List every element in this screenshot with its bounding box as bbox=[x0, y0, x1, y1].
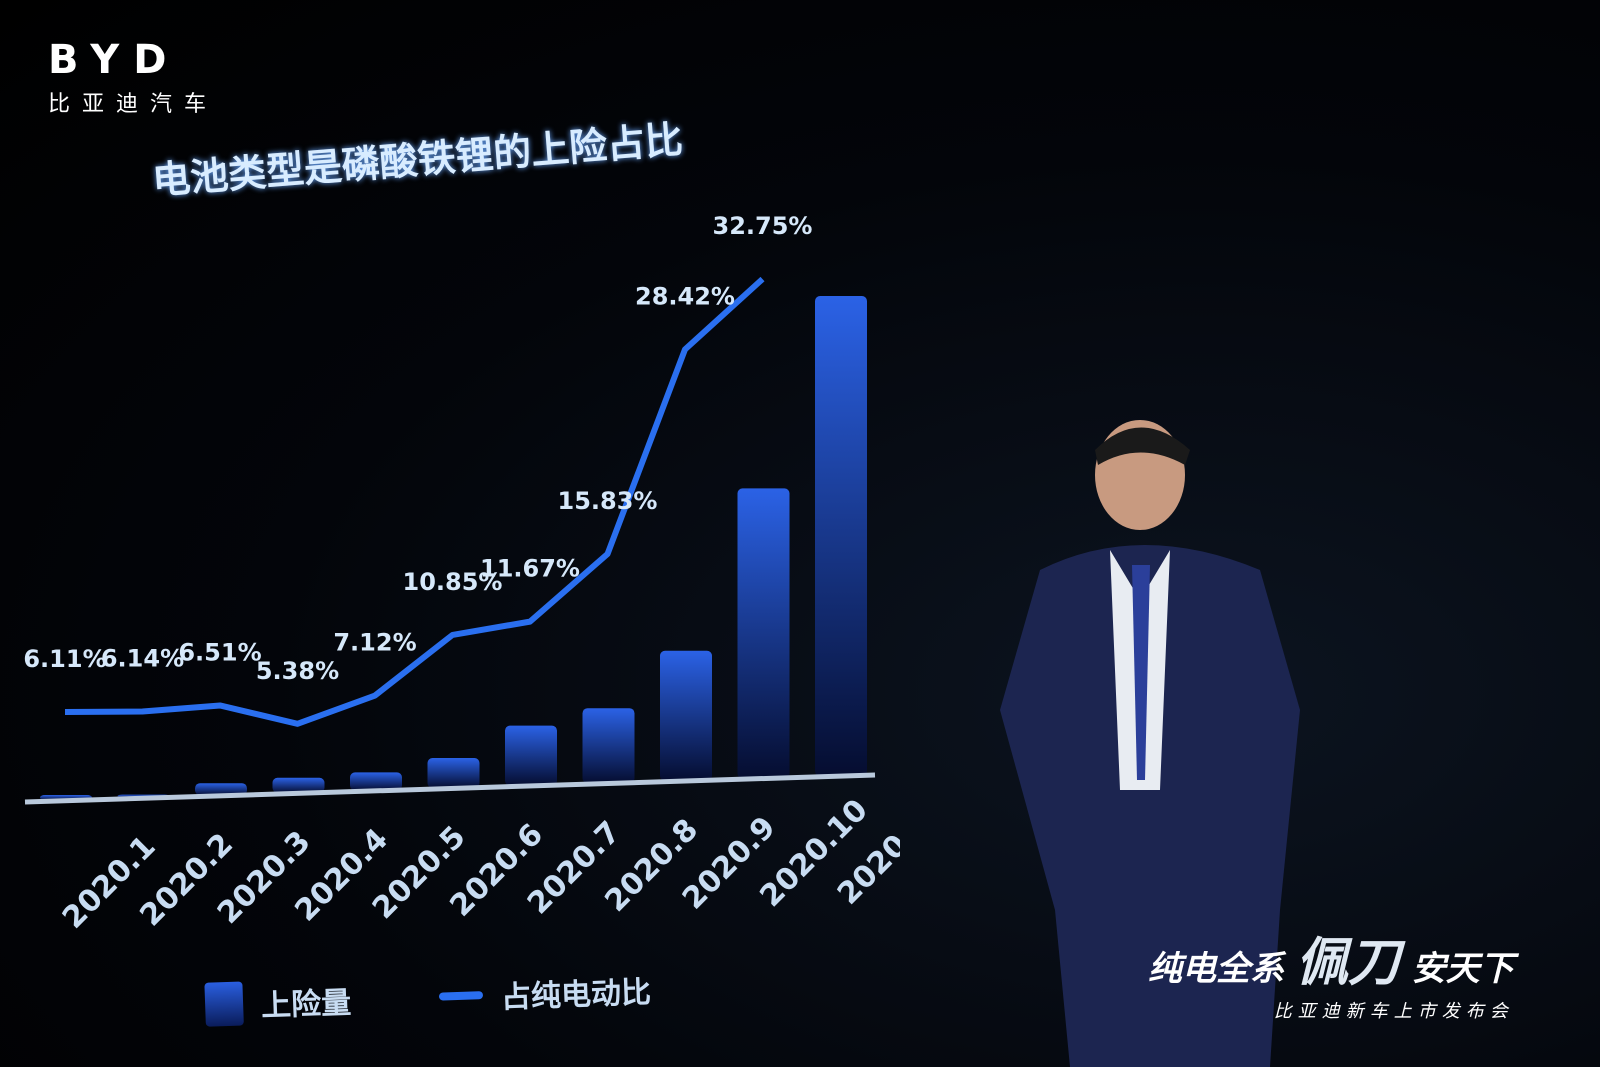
bar-2020.7 bbox=[505, 725, 557, 786]
x-axis-line bbox=[24, 772, 876, 805]
data-label: 28.42% bbox=[635, 282, 735, 310]
event-branding: 纯电全系 佩刀 安天下 比亚迪新车上市发布会 bbox=[1148, 920, 1514, 1023]
legend-line-swatch bbox=[438, 991, 484, 1001]
bar-2020.4 bbox=[272, 777, 325, 793]
data-label: 15.83% bbox=[558, 487, 658, 515]
chart: 6.11%6.14%6.51%5.38%7.12% 10.85%11.67% 15.… bbox=[23, 212, 900, 936]
data-label: 7.12% bbox=[333, 629, 416, 657]
logo-text: 比亚迪汽车 bbox=[48, 92, 219, 117]
legend-line-label: 占纯电动比 bbox=[500, 975, 652, 1016]
bar-2020.8 bbox=[582, 708, 635, 784]
bar-2020.10 bbox=[737, 488, 790, 779]
byd-logo: BYD 比亚迪汽车 bbox=[48, 40, 218, 118]
data-label: 32.75% bbox=[713, 212, 813, 240]
bar-2020.5 bbox=[350, 772, 402, 791]
data-label: 5.38% bbox=[256, 657, 339, 685]
bar-2020.9 bbox=[660, 650, 712, 781]
event-slogan-3: 安天下 bbox=[1411, 949, 1514, 989]
event-subtitle: 比亚迪新车上市发布会 bbox=[1273, 1001, 1514, 1022]
bar-2020.6 bbox=[427, 758, 480, 788]
bar-2020.3 bbox=[195, 783, 247, 796]
data-label: 6.11% bbox=[23, 645, 106, 673]
speaker-figure bbox=[1000, 420, 1300, 1067]
data-label: 6.14% bbox=[101, 644, 184, 672]
legend: 上险量 占纯电动比 bbox=[204, 967, 652, 1027]
ratio-line bbox=[64, 276, 765, 727]
slide-title: 电池类型是磷酸铁锂的上险占比 bbox=[150, 117, 685, 203]
data-label: 10.85% bbox=[403, 568, 503, 596]
legend-bar-swatch bbox=[204, 981, 244, 1027]
data-label: 6.51% bbox=[178, 638, 261, 666]
event-slogan-1: 纯电全系 bbox=[1148, 949, 1284, 989]
event-slogan-2: 佩刀 bbox=[1295, 933, 1400, 993]
bar-2020.11 bbox=[815, 296, 867, 776]
data-label: 11.67% bbox=[480, 555, 580, 583]
legend-bar-label: 上险量 bbox=[260, 985, 352, 1024]
logo-mark: BYD bbox=[48, 37, 181, 83]
